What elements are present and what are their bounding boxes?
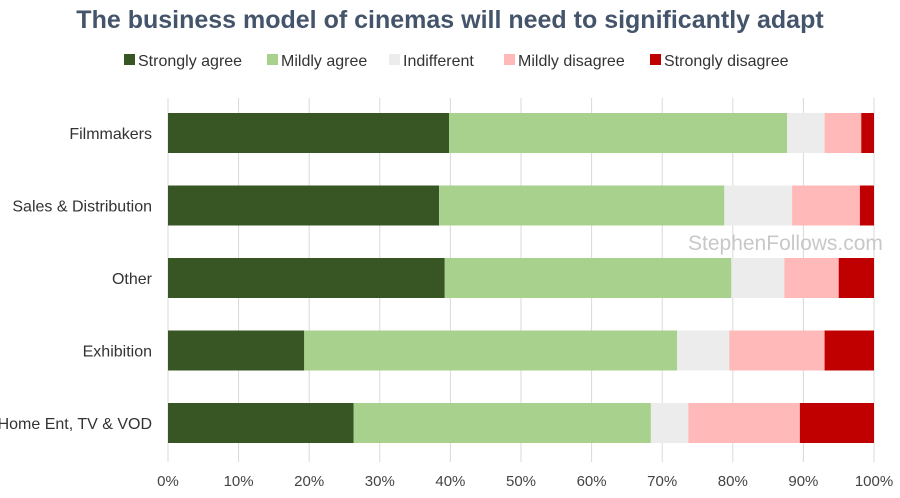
bar-segment [787,113,825,153]
bar-segment [304,330,678,371]
category-label: Other [112,271,153,288]
legend-swatch [650,54,661,65]
legend-swatch [267,54,278,65]
x-tick-label: 30% [365,473,395,490]
legend-swatch [389,54,400,65]
x-tick-label: 0% [157,473,179,490]
x-tick-label: 40% [435,473,465,490]
legend-label: Indifferent [403,53,474,70]
bar-segment [168,403,354,443]
x-tick-label: 20% [294,473,324,490]
bar-segment [838,258,874,298]
watermark: StephenFollows.com [688,232,883,255]
bar-segment [168,113,449,153]
bar-segment [731,258,785,298]
x-tick-label: 90% [788,473,818,490]
legend-label: Strongly agree [138,53,242,70]
x-tick-label: 50% [506,473,536,490]
x-tick-label: 60% [577,473,607,490]
category-label: Sales & Distribution [12,199,152,216]
x-tick-label: 80% [718,473,748,490]
bar-segment [439,185,725,226]
bar-segment [353,403,651,443]
bar-segment [859,185,874,226]
bar-segment [824,330,874,371]
legend-swatch [124,54,135,65]
bar-segment [861,113,874,153]
bar-segment [824,113,862,153]
bar-segment [444,258,732,298]
bar-segment [168,330,305,371]
bar-segment [799,403,874,443]
category-label: Exhibition [83,344,152,361]
bar-segment [168,258,445,298]
legend-swatch [504,54,515,65]
bar-segment [784,258,839,298]
bar-segment [792,185,860,226]
x-tick-label: 70% [647,473,677,490]
legend-label: Mildly agree [281,53,367,70]
legend-label: Mildly disagree [518,53,625,70]
category-label: Home Ent, TV & VOD [0,416,152,433]
bar-segment [448,113,788,153]
bar-segment [688,403,800,443]
bar-segment [724,185,793,226]
x-tick-label: 100% [855,473,893,490]
x-axis-ticks: 0% 10% 20% 30% 40% 50% 60% 70% 80% 90% 100% [157,473,893,490]
category-label: Filmmakers [69,126,152,143]
category-labels: Filmmakers Sales & Distribution Other Exhib… [0,126,153,433]
legend: Strongly agree Mildly agree Indifferent Mil… [124,53,789,70]
bar-segment [677,330,730,371]
bar-segment [729,330,825,371]
bar-segment [650,403,689,443]
bar-segment [168,185,440,226]
x-tick-label: 10% [224,473,254,490]
chart-title: The business model of cinemas will need … [76,6,824,34]
legend-label: Strongly disagree [664,53,789,70]
bars [168,113,874,443]
